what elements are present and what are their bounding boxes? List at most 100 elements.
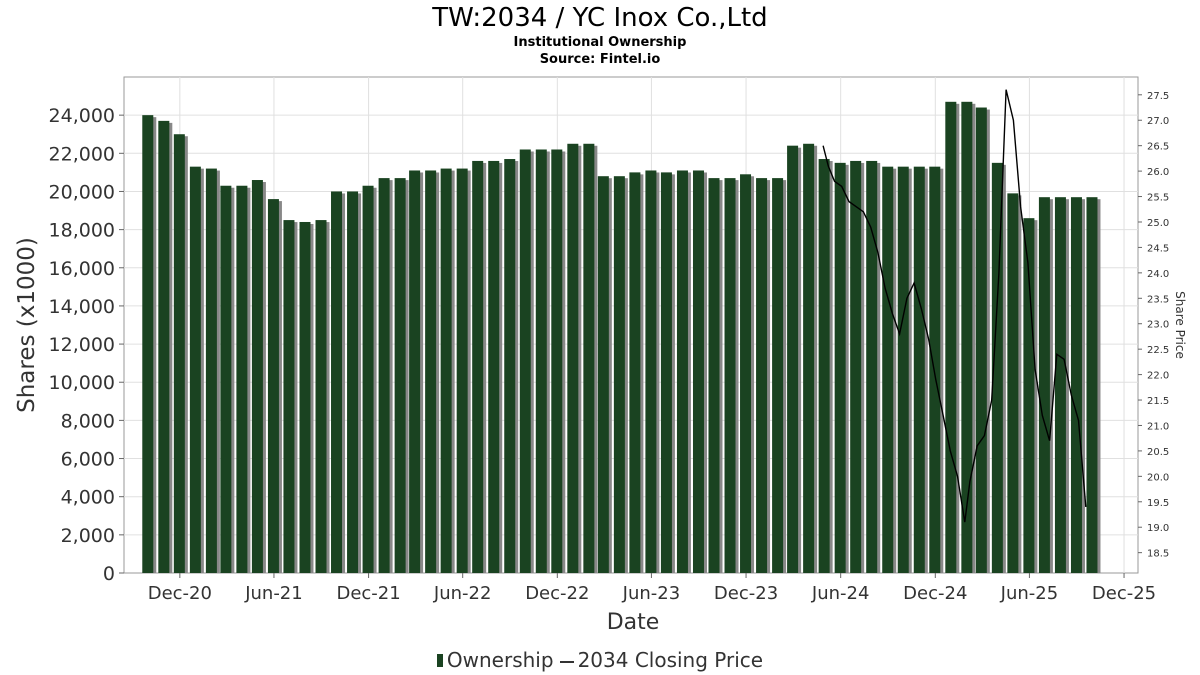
bar: [409, 170, 421, 573]
x-tick-label: Dec-21: [336, 583, 400, 604]
legend-price-swatch: [559, 660, 574, 663]
legend-ownership-label: Ownership: [446, 648, 554, 672]
y2-tick-label: 27.0: [1147, 116, 1169, 127]
bar: [834, 162, 846, 573]
y2-tick-label: 22.0: [1147, 371, 1169, 382]
bar: [787, 145, 799, 573]
y2-tick-label: 19.0: [1147, 523, 1169, 534]
y2-tick-label: 24.0: [1147, 269, 1169, 280]
price-line: [822, 89, 1087, 523]
y-tick-label: 12,000: [49, 334, 115, 356]
y-tick-label: 24,000: [49, 105, 115, 127]
x-tick-label: Dec-20: [148, 583, 212, 604]
y2-tick-label: 26.5: [1147, 142, 1169, 153]
x-tick-label: Dec-24: [903, 583, 967, 604]
bar: [456, 168, 468, 574]
bar: [1038, 197, 1050, 573]
bar: [173, 134, 185, 573]
bar: [220, 185, 232, 573]
bar: [818, 159, 830, 573]
bar: [850, 160, 862, 573]
bar: [283, 220, 295, 574]
bar: [708, 178, 720, 573]
bar: [488, 160, 500, 573]
x-tick-label: Dec-25: [1092, 583, 1156, 604]
bar: [315, 220, 327, 574]
y-tick-label: 6,000: [61, 449, 115, 471]
y2-tick-label: 25.5: [1147, 193, 1169, 204]
y2-axis-title: Share Price: [1173, 291, 1187, 359]
y2-tick-label: 18.5: [1147, 549, 1169, 560]
bar: [236, 185, 248, 573]
y-tick-label: 14,000: [49, 296, 115, 318]
bar: [882, 166, 894, 573]
chart-title: TW:2034 / YC Inox Co.,Ltd: [432, 3, 768, 33]
y-tick-label: 16,000: [49, 258, 115, 280]
bar: [299, 221, 311, 573]
bar: [189, 166, 201, 573]
bar: [724, 178, 736, 573]
bar: [251, 180, 263, 573]
bar: [583, 143, 595, 573]
x-axis-title: Date: [607, 610, 660, 635]
bar: [567, 143, 579, 573]
chart-subtitle: Institutional Ownership: [513, 35, 687, 50]
y-tick-label: 8,000: [61, 410, 115, 432]
y-tick-label: 22,000: [49, 143, 115, 165]
bar: [975, 107, 987, 574]
bar: [347, 191, 359, 573]
y2-tick-label: 24.5: [1147, 243, 1169, 254]
bar: [660, 172, 672, 573]
y2-tick-label: 23.5: [1147, 294, 1169, 305]
y2-tick-label: 23.0: [1147, 320, 1169, 331]
bar: [692, 170, 704, 573]
bar: [756, 178, 768, 573]
legend: Ownership 2034 Closing Price: [0, 648, 1200, 672]
y2-tick-label: 21.5: [1147, 396, 1169, 407]
chart-source: Source: Fintel.io: [539, 52, 661, 67]
y2-tick-label: 20.0: [1147, 472, 1169, 483]
bar: [472, 160, 484, 573]
y-tick-label: 20,000: [49, 181, 115, 203]
bar: [394, 178, 406, 573]
y-tick-label: 18,000: [49, 220, 115, 242]
x-tick-label: Dec-23: [714, 583, 778, 604]
x-tick-label: Jun-25: [1000, 583, 1059, 604]
y-tick-label: 4,000: [61, 487, 115, 509]
bar: [1007, 193, 1019, 573]
x-tick-label: Jun-23: [622, 583, 681, 604]
bar: [440, 168, 452, 574]
bar: [535, 149, 547, 573]
bar: [267, 199, 279, 574]
y-tick-label: 0: [103, 563, 115, 585]
y-axis-title: Shares (x1000): [14, 237, 40, 413]
y2-tick-label: 27.5: [1147, 91, 1169, 102]
x-tick-label: Jun-24: [811, 583, 870, 604]
bar: [929, 166, 941, 573]
bar: [613, 176, 625, 573]
bar: [205, 168, 217, 574]
legend-price-label: 2034 Closing Price: [577, 648, 764, 672]
bar: [629, 172, 641, 573]
bar: [519, 149, 531, 573]
bar: [331, 191, 343, 573]
bar: [1023, 218, 1035, 573]
y2-tick-label: 21.0: [1147, 421, 1169, 432]
bar: [504, 159, 516, 573]
bar: [676, 170, 688, 573]
bar: [866, 160, 878, 573]
bar: [645, 170, 657, 573]
x-tick-label: Jun-22: [433, 583, 492, 604]
bar: [740, 174, 752, 574]
x-tick-label: Dec-22: [525, 583, 589, 604]
bar: [897, 166, 909, 573]
bar: [597, 176, 609, 573]
bar: [961, 101, 973, 574]
bar: [1086, 197, 1098, 573]
bar: [362, 185, 374, 573]
bar: [945, 101, 957, 574]
bar: [142, 115, 154, 574]
bar: [803, 143, 815, 573]
bar: [158, 120, 170, 573]
chart-area: 0 2,000 4,000 6,000 8,000 10,000 12,000 14,000 1…: [14, 76, 1187, 635]
